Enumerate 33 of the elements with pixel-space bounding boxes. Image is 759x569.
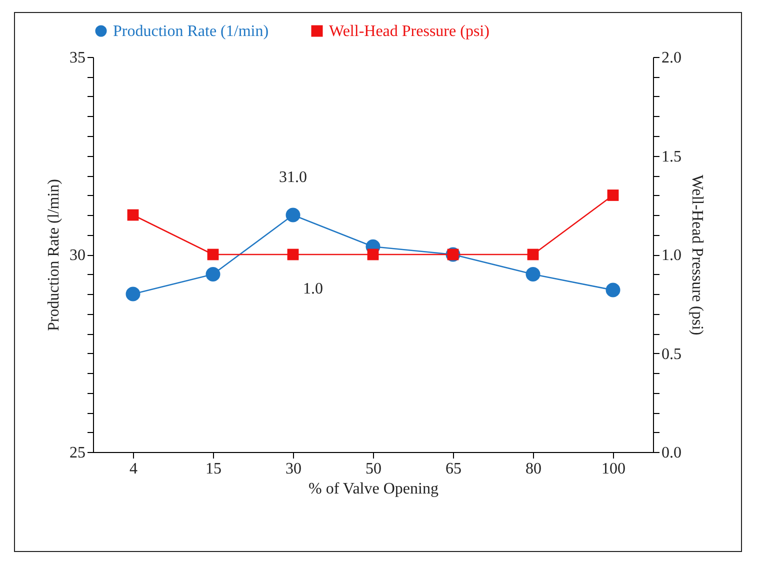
x-tick-label: 65 — [446, 460, 462, 478]
point — [606, 282, 620, 298]
point — [367, 248, 379, 260]
y2-tick-label: 2.0 — [662, 50, 682, 66]
x-tick-label: 4 — [130, 460, 138, 478]
y2-axis-title: Well-Head Pressure (psi) — [688, 174, 706, 336]
y2-tick-label: 0.5 — [662, 346, 682, 363]
data-label: 31.0 — [279, 169, 307, 186]
legend-label: Production Rate (1/min) — [113, 23, 269, 40]
y-axis-title: Production Rate (l/min) — [46, 179, 62, 331]
point — [607, 190, 619, 201]
y2-tick-label: 1.5 — [662, 148, 682, 166]
legend-label: Well-Head Pressure (psi) — [329, 23, 490, 40]
point — [207, 248, 219, 260]
x-tick-label: 15 — [206, 460, 222, 478]
point — [526, 267, 540, 282]
x-tick-label: 100 — [602, 460, 626, 478]
x-tick-label: 30 — [286, 460, 302, 478]
point — [206, 267, 220, 282]
point — [126, 286, 140, 302]
data-label: 1.0 — [303, 280, 323, 298]
point — [527, 248, 539, 260]
x-tick-label: 50 — [366, 460, 382, 478]
point — [286, 208, 300, 222]
point — [127, 209, 139, 221]
y-tick-label: 35 — [70, 50, 86, 66]
x-tick-label: 80 — [526, 460, 542, 478]
y-tick-label: 25 — [70, 444, 86, 462]
x-axis-title: % of Valve Opening — [308, 480, 438, 498]
point — [287, 248, 299, 260]
y2-tick-label: 1.0 — [662, 247, 682, 264]
y-tick-label: 30 — [70, 247, 86, 264]
y2-tick-label: 0.0 — [662, 444, 682, 462]
